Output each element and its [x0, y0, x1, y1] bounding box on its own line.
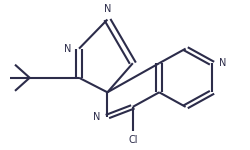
- Text: N: N: [219, 58, 227, 68]
- Text: N: N: [64, 44, 72, 54]
- Text: N: N: [104, 4, 111, 14]
- Text: Cl: Cl: [128, 135, 138, 146]
- Text: N: N: [93, 112, 100, 122]
